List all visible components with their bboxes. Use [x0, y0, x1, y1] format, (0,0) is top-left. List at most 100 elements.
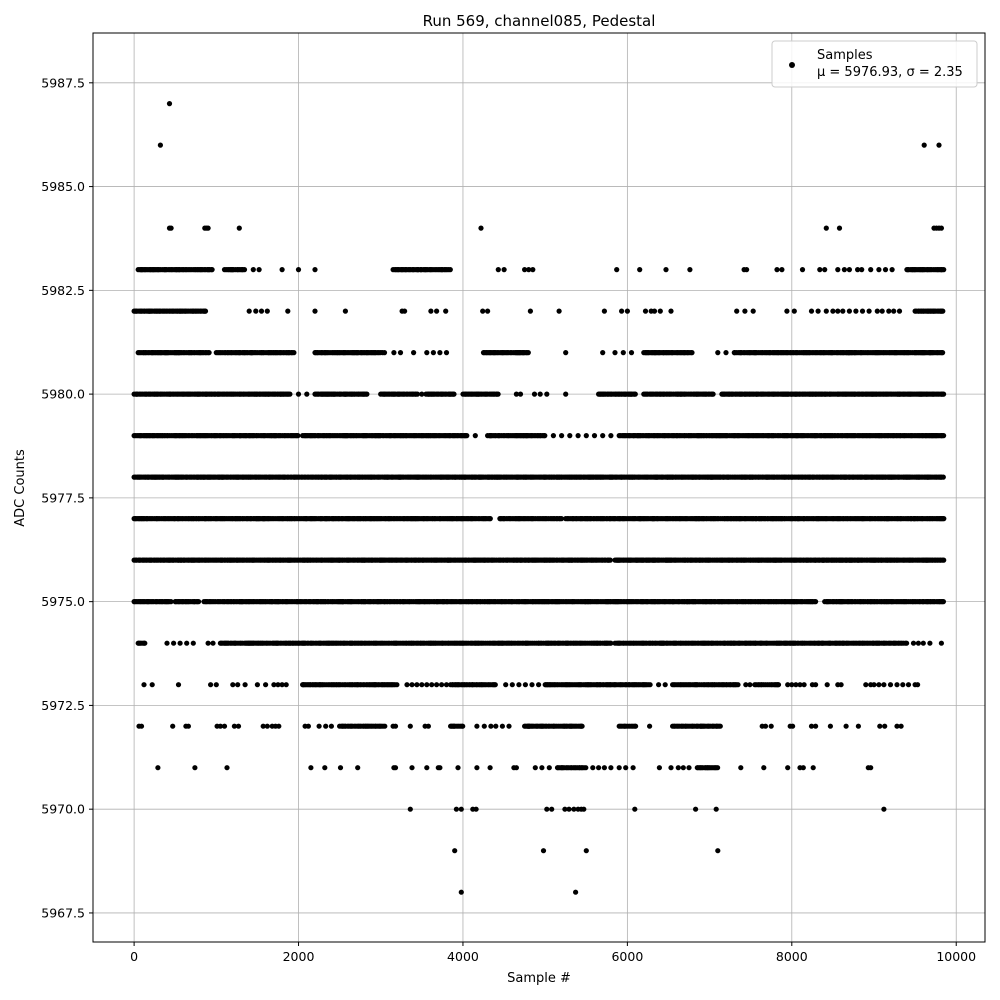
- data-point: [342, 308, 348, 314]
- data-point: [575, 433, 581, 439]
- data-point: [411, 350, 417, 356]
- data-point: [815, 308, 821, 314]
- data-point: [941, 267, 947, 273]
- data-point: [591, 433, 598, 439]
- data-point: [813, 599, 819, 605]
- data-point: [246, 308, 252, 314]
- data-point: [841, 267, 848, 273]
- data-point: [642, 308, 649, 314]
- data-point: [614, 267, 620, 273]
- data-point: [527, 308, 534, 314]
- data-point: [295, 433, 301, 439]
- data-point: [808, 308, 815, 314]
- data-point: [896, 308, 903, 314]
- data-point: [542, 433, 548, 439]
- data-point: [563, 391, 569, 397]
- data-point: [891, 308, 897, 314]
- data-point: [525, 350, 531, 356]
- data-point: [451, 391, 457, 397]
- data-point: [876, 267, 882, 273]
- data-point: [687, 267, 693, 273]
- data-point: [531, 391, 538, 397]
- data-point: [424, 350, 430, 356]
- data-point: [607, 557, 613, 563]
- data-point: [142, 640, 148, 646]
- data-point: [817, 267, 823, 273]
- data-point: [256, 267, 262, 273]
- data-point: [583, 433, 589, 439]
- data-point: [628, 350, 635, 356]
- data-point: [196, 599, 202, 605]
- data-point: [168, 225, 174, 231]
- data-point: [836, 225, 843, 231]
- data-point: [517, 391, 524, 397]
- data-point: [835, 308, 841, 314]
- data-point: [879, 308, 885, 314]
- data-point: [830, 308, 836, 314]
- data-point: [364, 391, 370, 397]
- data-point: [447, 267, 453, 273]
- data-point: [940, 308, 946, 314]
- data-point: [209, 267, 215, 273]
- data-point: [501, 267, 507, 273]
- data-point: [668, 308, 674, 314]
- data-point: [480, 308, 486, 314]
- data-point: [846, 267, 853, 273]
- data-point: [550, 433, 557, 439]
- data-point: [495, 391, 501, 397]
- data-point: [886, 308, 892, 314]
- data-point: [522, 267, 528, 273]
- data-point: [710, 391, 716, 397]
- data-point: [530, 267, 536, 273]
- data-point: [279, 267, 285, 273]
- data-point: [414, 391, 420, 397]
- data-point: [567, 433, 573, 439]
- data-point: [250, 267, 256, 273]
- data-point: [287, 391, 293, 397]
- data-point: [537, 391, 543, 397]
- data-point: [434, 308, 440, 314]
- data-point: [657, 308, 663, 314]
- data-point: [600, 350, 606, 356]
- data-point: [940, 599, 947, 605]
- chart-title: Run 569, channel085, Pedestal: [423, 12, 656, 30]
- data-point: [236, 225, 242, 231]
- data-point: [866, 308, 872, 314]
- data-point: [419, 391, 425, 397]
- data-point: [921, 142, 927, 148]
- data-point: [285, 308, 291, 314]
- data-point: [840, 308, 846, 314]
- data-point: [312, 267, 318, 273]
- data-point: [526, 267, 532, 273]
- data-point: [312, 308, 318, 314]
- data-point: [397, 350, 404, 356]
- data-point: [513, 391, 520, 397]
- data-point: [941, 557, 947, 563]
- data-point: [464, 433, 470, 439]
- data-point: [734, 308, 740, 314]
- data-point: [487, 516, 493, 522]
- data-point: [791, 308, 797, 314]
- data-point: [304, 391, 310, 397]
- data-point: [874, 308, 880, 314]
- data-point: [868, 267, 874, 273]
- data-point: [624, 308, 631, 314]
- data-point: [157, 142, 163, 148]
- data-point: [689, 350, 695, 356]
- data-point: [938, 225, 945, 231]
- data-point: [485, 308, 491, 314]
- data-point: [940, 350, 946, 356]
- data-point: [402, 308, 408, 314]
- data-point: [612, 350, 618, 356]
- data-point: [563, 350, 569, 356]
- data-point: [381, 350, 388, 356]
- data-point: [558, 516, 565, 522]
- data-point: [559, 433, 565, 439]
- data-point: [853, 308, 859, 314]
- data-point: [882, 267, 889, 273]
- data-point: [601, 308, 608, 314]
- data-point: [859, 267, 865, 273]
- data-point: [859, 308, 866, 314]
